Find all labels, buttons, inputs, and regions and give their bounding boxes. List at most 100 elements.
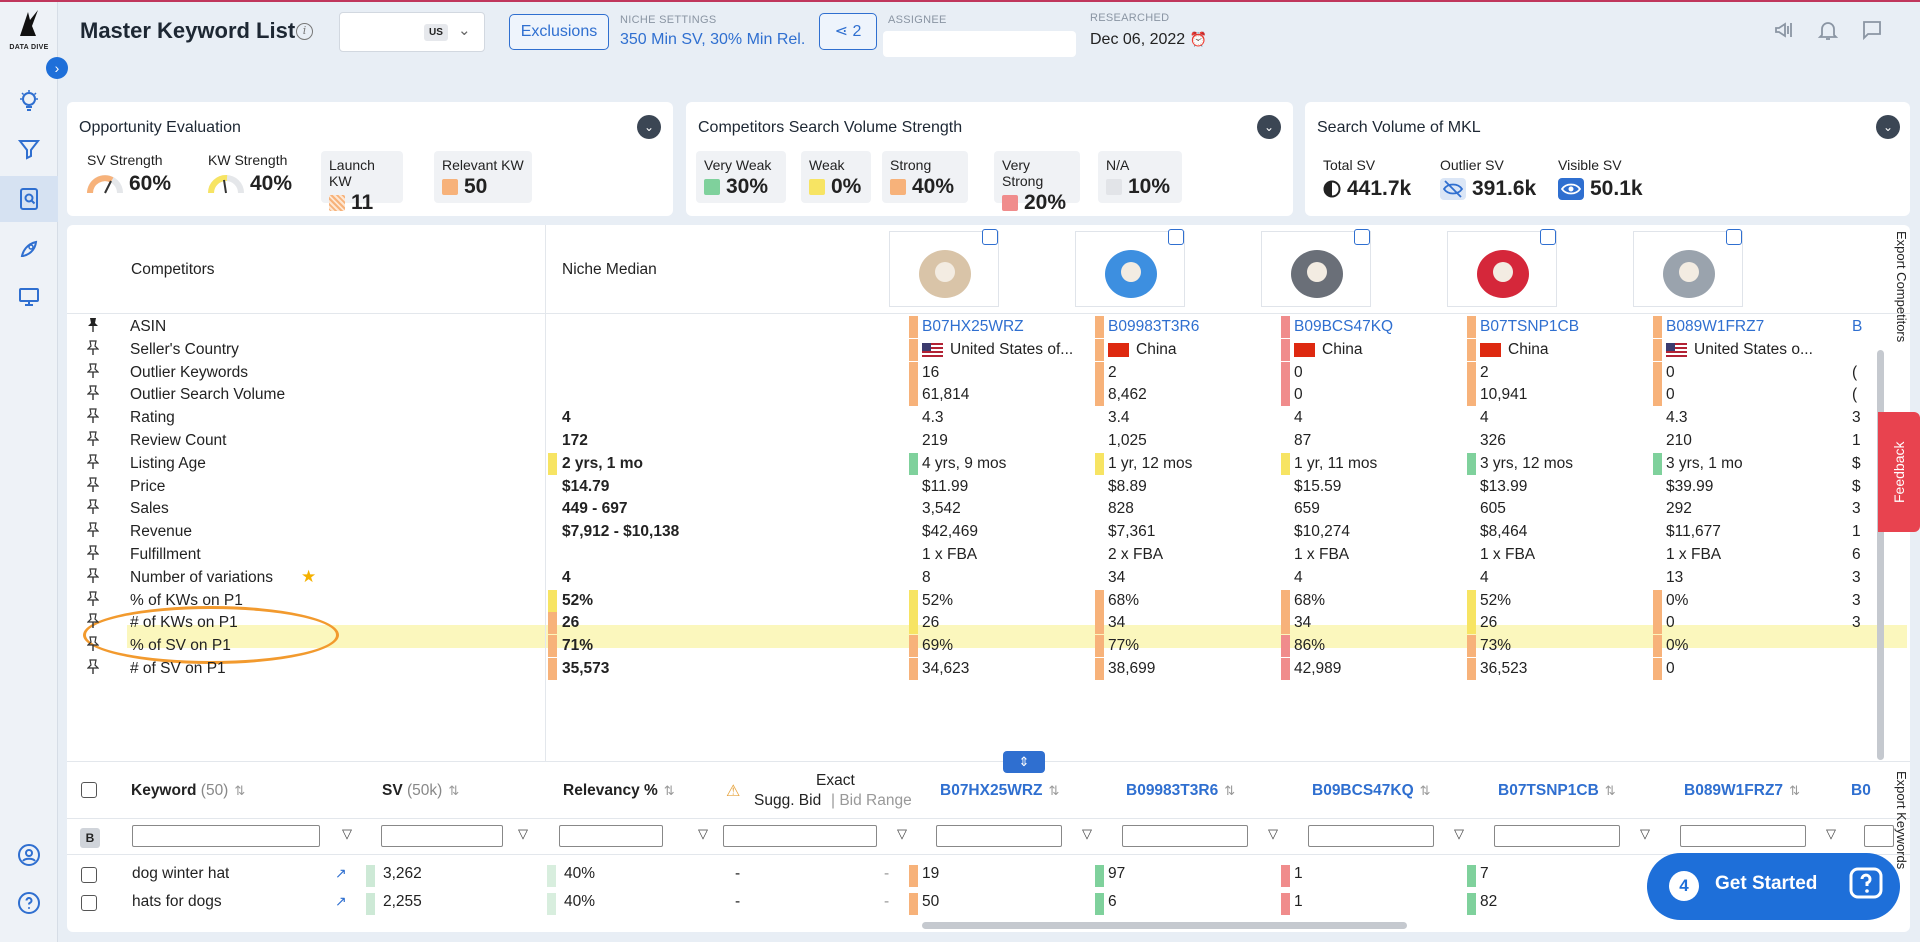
app-logo[interactable]: DATA DIVE bbox=[6, 8, 52, 58]
feedback-tab[interactable]: Feedback bbox=[1878, 412, 1920, 532]
very-strong-metric[interactable]: Very Strong 20% bbox=[994, 151, 1080, 214]
filter-icon[interactable]: ▽ bbox=[698, 826, 708, 841]
asin-column-header[interactable]: B0 bbox=[1851, 782, 1871, 800]
sort-icon[interactable]: ⇅ bbox=[1419, 783, 1431, 798]
external-link-icon[interactable]: ↗ bbox=[335, 893, 347, 909]
bulk-toggle-button[interactable]: B bbox=[80, 828, 100, 848]
get-started-button[interactable]: 4 Get Started bbox=[1647, 853, 1900, 920]
sidebar-collapse-button[interactable]: › bbox=[46, 57, 68, 79]
select-competitor-checkbox[interactable] bbox=[1726, 229, 1742, 245]
alarm-clock-icon[interactable]: ⏰ bbox=[1189, 31, 1208, 47]
filter-icon[interactable]: ▽ bbox=[342, 826, 352, 841]
resize-handle[interactable]: ⇕ bbox=[1003, 751, 1045, 773]
sidebar-item-keyword-research[interactable] bbox=[0, 176, 58, 222]
product-image[interactable] bbox=[889, 231, 999, 307]
product-image[interactable] bbox=[1633, 231, 1743, 307]
sort-icon[interactable]: ⇅ bbox=[1224, 783, 1236, 798]
filter-icon[interactable]: ▽ bbox=[1640, 826, 1650, 841]
marketplace-select[interactable]: US ⌄ bbox=[339, 12, 485, 52]
asin-column-header[interactable]: B089W1FRZ7 ⇅ bbox=[1684, 782, 1800, 800]
sidebar-item-account[interactable] bbox=[10, 836, 48, 874]
pin-icon[interactable] bbox=[86, 499, 100, 517]
exclusions-button[interactable]: Exclusions bbox=[509, 14, 609, 50]
announcement-icon[interactable] bbox=[1773, 18, 1799, 44]
sidebar-item-monitor[interactable] bbox=[10, 278, 48, 316]
column-filter-input[interactable] bbox=[1494, 825, 1620, 847]
info-icon[interactable]: i bbox=[296, 23, 313, 40]
asin-column-header[interactable]: B07TSNP1CB ⇅ bbox=[1498, 782, 1616, 800]
row-checkbox[interactable] bbox=[81, 867, 97, 883]
sort-icon[interactable]: ⇅ bbox=[1048, 783, 1060, 798]
column-filter-input[interactable] bbox=[1864, 825, 1894, 847]
chevron-down-icon[interactable]: ⌄ bbox=[1257, 115, 1281, 139]
pin-icon[interactable] bbox=[86, 522, 100, 540]
filter-icon[interactable]: ▽ bbox=[1268, 826, 1278, 841]
pin-icon[interactable] bbox=[86, 454, 100, 472]
notification-bell-icon[interactable] bbox=[1816, 18, 1842, 44]
select-competitor-checkbox[interactable] bbox=[1354, 229, 1370, 245]
product-image[interactable] bbox=[1075, 231, 1185, 307]
keyword-column-header[interactable]: Keyword (50) ⇅ bbox=[131, 782, 245, 800]
strong-metric[interactable]: Strong 40% bbox=[882, 151, 968, 203]
column-filter-input[interactable] bbox=[559, 825, 663, 847]
column-filter-input[interactable] bbox=[381, 825, 503, 847]
chevron-down-icon[interactable]: ⌄ bbox=[637, 115, 661, 139]
vertical-scrollbar[interactable] bbox=[1877, 350, 1884, 760]
asin-link[interactable]: B089W1FRZ7 bbox=[1666, 318, 1765, 335]
sv-column-header[interactable]: SV (50k) ⇅ bbox=[382, 782, 459, 800]
pin-icon[interactable] bbox=[86, 590, 100, 609]
sidebar-item-launch[interactable] bbox=[10, 230, 48, 268]
pin-icon[interactable] bbox=[86, 408, 100, 426]
assignee-field[interactable] bbox=[883, 31, 1076, 57]
sugg-bid-header[interactable]: Sugg. Bid bbox=[754, 792, 822, 809]
select-competitor-checkbox[interactable] bbox=[1168, 229, 1184, 245]
bid-range-header[interactable]: | Bid Range bbox=[831, 792, 912, 809]
niche-settings-link[interactable]: 350 Min SV, 30% Min Rel. bbox=[620, 31, 806, 48]
column-filter-input[interactable] bbox=[132, 825, 320, 847]
sort-icon[interactable]: ⇅ bbox=[663, 783, 675, 798]
relevancy-column-header[interactable]: Relevancy % ⇅ bbox=[563, 782, 675, 800]
external-link-icon[interactable]: ↗ bbox=[335, 865, 347, 881]
horizontal-scrollbar[interactable] bbox=[922, 922, 1407, 929]
pin-icon[interactable] bbox=[86, 636, 100, 654]
share-button[interactable]: ⋖ 2 bbox=[819, 13, 877, 50]
pin-icon[interactable] bbox=[86, 385, 100, 403]
launch-kw-metric[interactable]: Launch KW 11 bbox=[321, 151, 403, 214]
select-competitor-checkbox[interactable] bbox=[982, 229, 998, 245]
filter-icon[interactable]: ▽ bbox=[1826, 826, 1836, 841]
column-filter-input[interactable] bbox=[936, 825, 1062, 847]
sort-icon[interactable]: ⇅ bbox=[234, 783, 246, 798]
na-metric[interactable]: N/A 10% bbox=[1098, 151, 1182, 203]
pin-icon[interactable] bbox=[86, 476, 100, 495]
filter-icon[interactable]: ▽ bbox=[518, 826, 528, 841]
pin-icon[interactable] bbox=[86, 340, 100, 358]
filter-icon[interactable]: ▽ bbox=[1454, 826, 1464, 841]
sidebar-item-ideas[interactable] bbox=[10, 82, 48, 120]
select-competitor-checkbox[interactable] bbox=[1540, 229, 1556, 245]
filter-icon[interactable]: ▽ bbox=[1082, 826, 1092, 841]
pin-icon[interactable] bbox=[86, 613, 100, 631]
export-keywords-tab[interactable]: Export Keywords bbox=[1885, 771, 1909, 921]
asin-link[interactable]: B07HX25WRZ bbox=[922, 318, 1024, 335]
asin-column-header[interactable]: B09983T3R6 ⇅ bbox=[1126, 782, 1235, 800]
very-weak-metric[interactable]: Very Weak 30% bbox=[696, 151, 786, 203]
sort-icon[interactable]: ⇅ bbox=[1604, 783, 1616, 798]
chevron-down-icon[interactable]: ⌄ bbox=[1876, 115, 1900, 139]
column-filter-input[interactable] bbox=[1680, 825, 1806, 847]
star-icon[interactable]: ★ bbox=[301, 566, 317, 586]
relevant-kw-metric[interactable]: Relevant KW 50 bbox=[434, 151, 532, 203]
pin-icon[interactable] bbox=[86, 545, 100, 563]
pin-icon[interactable] bbox=[86, 431, 100, 449]
select-all-checkbox[interactable] bbox=[81, 782, 97, 798]
asin-link[interactable]: B09BCS47KQ bbox=[1294, 318, 1394, 335]
pin-icon[interactable] bbox=[86, 362, 100, 381]
row-checkbox[interactable] bbox=[81, 895, 97, 911]
sidebar-item-help[interactable] bbox=[10, 884, 48, 922]
asin-link[interactable]: B09983T3R6 bbox=[1108, 318, 1200, 335]
sidebar-item-filter[interactable] bbox=[10, 130, 48, 168]
export-competitors-tab[interactable]: Export Competitors bbox=[1885, 231, 1909, 381]
asin-link[interactable]: B07TSNP1CB bbox=[1480, 318, 1580, 335]
product-image[interactable] bbox=[1261, 231, 1371, 307]
pin-icon[interactable] bbox=[86, 568, 100, 586]
weak-metric[interactable]: Weak 0% bbox=[801, 151, 871, 203]
